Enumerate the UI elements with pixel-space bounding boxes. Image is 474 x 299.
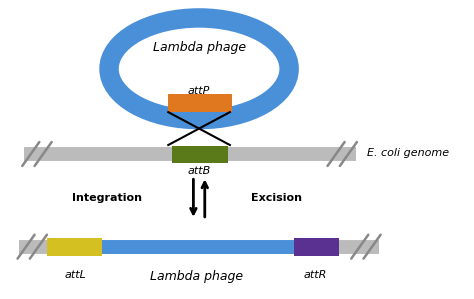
Text: Excision: Excision xyxy=(251,193,302,203)
Text: attR: attR xyxy=(303,270,327,280)
Text: Lambda phage: Lambda phage xyxy=(150,270,243,283)
FancyBboxPatch shape xyxy=(172,146,228,163)
FancyBboxPatch shape xyxy=(168,94,232,112)
Text: attB: attB xyxy=(187,166,211,176)
FancyBboxPatch shape xyxy=(294,238,339,256)
Text: Lambda phage: Lambda phage xyxy=(153,41,246,54)
FancyBboxPatch shape xyxy=(47,238,102,256)
Text: E. coli genome: E. coli genome xyxy=(367,148,449,158)
Text: attL: attL xyxy=(65,270,87,280)
Text: attP: attP xyxy=(188,86,210,96)
Text: Integration: Integration xyxy=(72,193,142,203)
